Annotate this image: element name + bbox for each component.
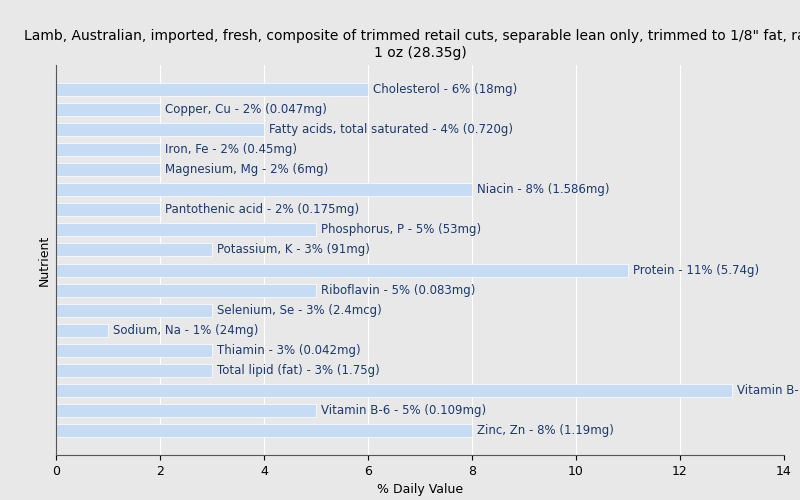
Bar (56, 183, 472, 196)
Bar (56, 324, 108, 337)
Bar (56, 304, 212, 316)
Y-axis label: Nutrient: Nutrient (38, 234, 50, 286)
Bar (56, 204, 160, 216)
Text: Total lipid (fat) - 3% (1.75g): Total lipid (fat) - 3% (1.75g) (218, 364, 380, 377)
Text: Vitamin B-6 - 5% (0.109mg): Vitamin B-6 - 5% (0.109mg) (321, 404, 486, 417)
Text: Vitamin B-12 - 13% (0.79mcg): Vitamin B-12 - 13% (0.79mcg) (738, 384, 800, 397)
Bar (56, 123, 264, 136)
Text: Iron, Fe - 2% (0.45mg): Iron, Fe - 2% (0.45mg) (166, 143, 298, 156)
Text: Potassium, K - 3% (91mg): Potassium, K - 3% (91mg) (218, 244, 370, 256)
X-axis label: % Daily Value: % Daily Value (377, 484, 463, 496)
Bar (56, 404, 316, 417)
Bar (56, 163, 160, 176)
Text: Sodium, Na - 1% (24mg): Sodium, Na - 1% (24mg) (114, 324, 258, 337)
Text: Phosphorus, P - 5% (53mg): Phosphorus, P - 5% (53mg) (321, 224, 482, 236)
Bar (56, 284, 316, 296)
Text: Magnesium, Mg - 2% (6mg): Magnesium, Mg - 2% (6mg) (166, 163, 329, 176)
Text: Fatty acids, total saturated - 4% (0.720g): Fatty acids, total saturated - 4% (0.720… (269, 123, 514, 136)
Bar (56, 103, 160, 116)
Text: Cholesterol - 6% (18mg): Cholesterol - 6% (18mg) (373, 83, 518, 96)
Bar (56, 384, 732, 397)
Bar (56, 244, 212, 256)
Text: Selenium, Se - 3% (2.4mcg): Selenium, Se - 3% (2.4mcg) (218, 304, 382, 316)
Bar (56, 264, 628, 276)
Text: Protein - 11% (5.74g): Protein - 11% (5.74g) (634, 264, 759, 276)
Title: Lamb, Australian, imported, fresh, composite of trimmed retail cuts, separable l: Lamb, Australian, imported, fresh, compo… (23, 30, 800, 60)
Text: Pantothenic acid - 2% (0.175mg): Pantothenic acid - 2% (0.175mg) (166, 204, 359, 216)
Bar (56, 82, 368, 96)
Text: Zinc, Zn - 8% (1.19mg): Zinc, Zn - 8% (1.19mg) (477, 424, 614, 437)
Text: Riboflavin - 5% (0.083mg): Riboflavin - 5% (0.083mg) (321, 284, 475, 296)
Bar (56, 143, 160, 156)
Bar (56, 344, 212, 357)
Bar (56, 224, 316, 236)
Text: Copper, Cu - 2% (0.047mg): Copper, Cu - 2% (0.047mg) (166, 103, 327, 116)
Text: Thiamin - 3% (0.042mg): Thiamin - 3% (0.042mg) (218, 344, 361, 357)
Bar (56, 364, 212, 377)
Bar (56, 424, 472, 438)
Text: Niacin - 8% (1.586mg): Niacin - 8% (1.586mg) (477, 183, 610, 196)
